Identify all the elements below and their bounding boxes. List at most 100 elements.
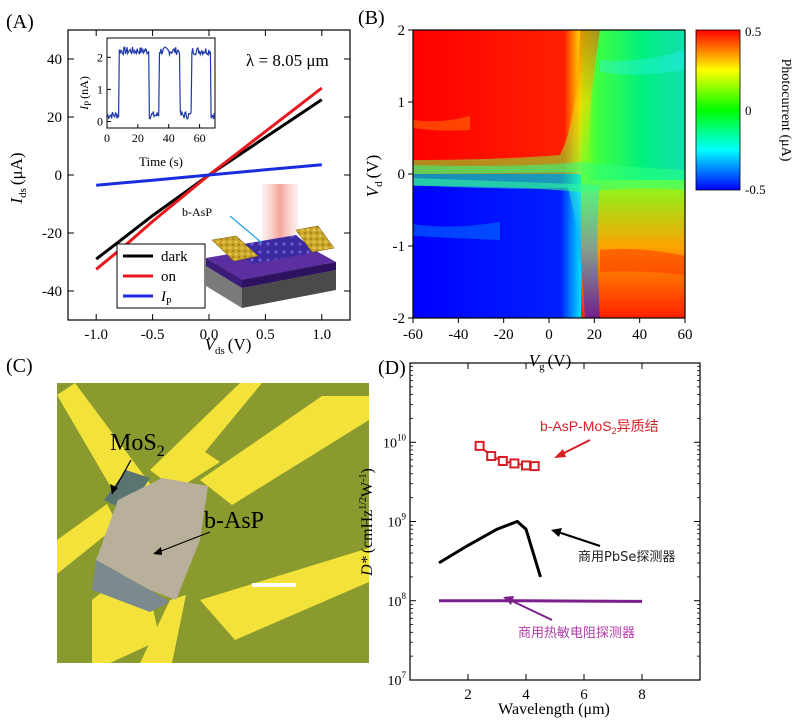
x-ticks-a: -1.0 -0.5 0.0 0.5 1.0 [84, 30, 331, 343]
x-tick-label-b: 20 [587, 327, 602, 343]
electrode-right-lower [200, 548, 369, 640]
y-tick-label-d: 109 [388, 512, 407, 531]
y-tick-label-d: 1010 [383, 432, 407, 451]
inset-y-label: IP(nA) [77, 76, 93, 111]
x-tick-label-d: 6 [580, 687, 588, 703]
x-tick-label-b: 60 [678, 327, 693, 343]
heatmap [413, 30, 685, 318]
heatmap-zero-band [413, 162, 685, 192]
flake-edge [92, 560, 170, 612]
panel-label-a: (A) [6, 11, 34, 33]
arrow-thermistor [509, 599, 553, 621]
b-asp-micro-label: b-AsP [204, 508, 264, 534]
inset-ticks: 0 20 40 60 0 1 2 [97, 50, 206, 145]
b-asp-flake-micro [96, 478, 208, 600]
scale-bar [252, 583, 296, 587]
colorbar-tick-max: 0.5 [745, 24, 761, 39]
legend-label-dark: dark [161, 249, 188, 265]
arrow-heterojunction [559, 439, 591, 456]
x-tick-label-b: 0 [545, 327, 553, 343]
x-tick-label-a: -1.0 [84, 327, 108, 343]
heatmap-streak-3 [600, 50, 685, 75]
b-asp-pointer [229, 215, 263, 244]
y-tick-label-b: 2 [398, 23, 406, 39]
legend-label-on: on [161, 269, 177, 285]
y-tick-label-b: 1 [398, 95, 406, 111]
series-group-a [95, 86, 323, 271]
x-tick-label-d: 2 [464, 687, 472, 703]
heatmap-region-upper-right [581, 30, 685, 180]
x-axis-label-b: Vg (V) [529, 351, 572, 373]
y-tick-label-a: 0 [55, 168, 63, 184]
inset-x-tick-label: 0 [104, 131, 110, 145]
oxide-left [206, 258, 242, 288]
inset-x-tick-label: 60 [194, 131, 206, 145]
arrow-pbse [557, 531, 601, 547]
colorbar [695, 29, 741, 191]
inset-y-tick-label: 2 [97, 50, 103, 64]
electrode-top-center [150, 383, 262, 490]
colorbar-tick-zero: 0 [745, 103, 752, 118]
y-tick-label-b: -1 [393, 239, 406, 255]
legend-label-ip: IP [160, 289, 172, 308]
colorbar-label: Photocurrent (μA) [778, 59, 793, 162]
x-tick-label-a: 1.0 [312, 327, 331, 343]
x-tick-label-b: -60 [403, 327, 423, 343]
y-tick-label-a: -20 [42, 226, 62, 242]
heatmap-transition-upper [413, 30, 600, 174]
x-tick-label-a: -0.5 [141, 327, 165, 343]
y-tick-label-a: -40 [42, 284, 62, 300]
inset-x-label: Time (s) [139, 154, 183, 169]
series-line-i-p [96, 163, 322, 187]
label-pbse: 商用PbSe探测器 [578, 550, 675, 565]
y-tick-label-a: 40 [47, 52, 62, 68]
x-axis-label-a: Vds (V) [205, 335, 252, 357]
heatmap-streak-2 [413, 222, 500, 240]
inset-a: 0 20 40 60 0 1 2 Time (s) IP(nA) [77, 37, 216, 169]
y-tick-label-a: 20 [47, 110, 62, 126]
label-thermistor: 商用热敏电阻探测器 [518, 626, 635, 641]
x-ticks-b: -60 -40 -20 0 20 40 60 [403, 318, 693, 343]
marker-heterojunction [529, 461, 540, 472]
marker-heterojunction [474, 440, 485, 451]
label-heterojunction: b-AsP-MoS2异质结 [540, 418, 659, 436]
x-tick-label-b: -40 [448, 327, 468, 343]
electrode-bottom [140, 595, 186, 663]
b-asp-micro-pointer-head [153, 547, 162, 555]
mos2-label: MoS2 [110, 430, 165, 460]
heatmap-streak-1 [413, 116, 470, 131]
substrate-front [242, 270, 336, 308]
panel-label-b: (B) [358, 7, 385, 29]
y-tick-label-d: 107 [388, 670, 407, 689]
series-line-d-2 [439, 599, 643, 603]
b-asp-micro-pointer [155, 531, 211, 554]
x-tick-label-d: 8 [638, 687, 646, 703]
y-axis-label-d: D*(cmHz1/2W-1) [358, 468, 376, 577]
x-ticks-d: 2 4 6 8 [464, 363, 646, 703]
marker-heterojunction [497, 455, 508, 466]
series-group-d [438, 440, 643, 603]
y-ticks-d: 107 108 109 1010 [383, 366, 700, 689]
y-tick-label-b: -2 [393, 311, 406, 327]
y-tick-label-b: 0 [398, 167, 406, 183]
panel-d: (D) 2 4 6 8 107 108 109 1010 Wavelength (μm) D… [358, 357, 701, 718]
heatmap-region-lower-left [413, 174, 581, 318]
panel-label-d: (D) [378, 357, 406, 379]
arrow-head-pbse [551, 528, 562, 537]
inset-x-tick-label: 20 [132, 131, 144, 145]
substrate-left [206, 266, 242, 308]
x-tick-label-d: 4 [522, 687, 530, 703]
inset-trace [106, 46, 216, 121]
x-tick-label-a: 0.0 [200, 327, 219, 343]
y-ticks-b: -2 -1 0 1 2 [393, 23, 413, 327]
device-schematic: b-AsP [182, 184, 336, 308]
light-beam [262, 184, 298, 244]
inset-x-tick-label: 40 [163, 131, 175, 145]
x-axis-label-d: Wavelength (μm) [498, 701, 610, 718]
oxide-front [242, 262, 336, 288]
marker-heterojunction [509, 458, 520, 469]
x-tick-label-a: 0.5 [256, 327, 275, 343]
heatmap-transition-lower [413, 178, 600, 318]
